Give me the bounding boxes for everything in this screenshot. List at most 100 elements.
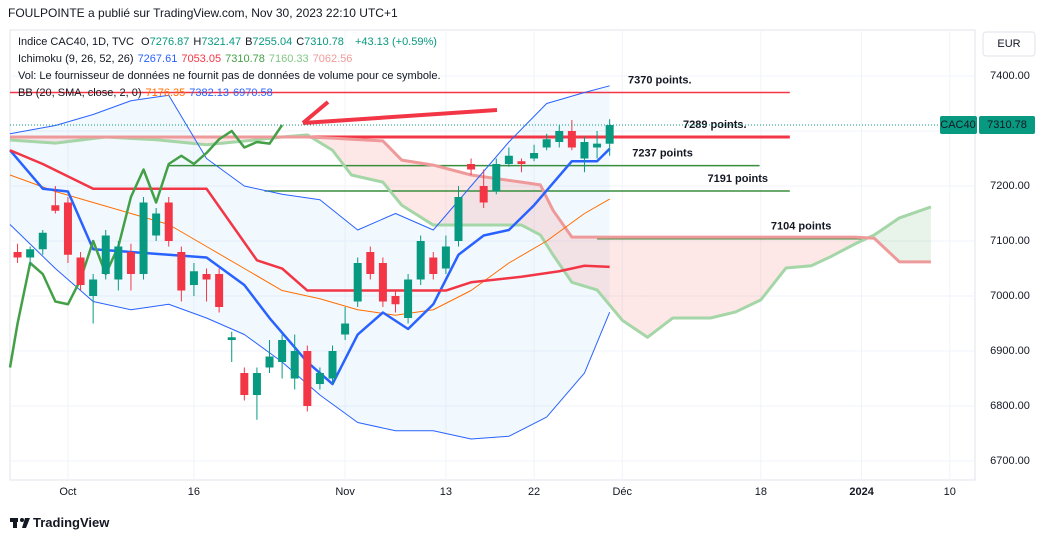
candle-body	[353, 263, 362, 302]
x-tick-label: 18	[755, 486, 767, 498]
candle-body	[51, 205, 60, 211]
candle-body	[416, 241, 425, 280]
cloud-fill	[597, 237, 623, 321]
grid	[10, 30, 975, 480]
candle-body	[89, 279, 98, 297]
ohlc-value: 7310.78	[304, 36, 344, 48]
legend-main: Indice CAC40, 1D, TVC O7276.87 H7321.47 B7…	[18, 36, 441, 48]
tv-logo	[10, 518, 30, 528]
cloud-fill	[710, 237, 736, 319]
cloud-fill	[552, 210, 572, 283]
indicator-line	[9, 149, 610, 292]
symbol-tag-box	[940, 116, 977, 135]
currency-box[interactable]	[982, 31, 1036, 57]
bb-basis	[9, 174, 610, 316]
publisher: FOULPOINTE a publié sur TradingView.com,…	[8, 6, 398, 20]
indicator-name: Ichimoku (9, 26, 52, 26)	[18, 53, 134, 65]
currency[interactable]: EUR	[997, 38, 1020, 50]
candle-body	[391, 296, 400, 305]
candle-body	[126, 252, 135, 275]
bb-lower	[9, 224, 611, 440]
brand: TradingView	[33, 515, 110, 530]
candle-body	[366, 252, 375, 275]
candle-body	[467, 163, 476, 170]
candle-body	[429, 257, 438, 275]
candle-body	[152, 213, 161, 236]
candle-body	[252, 373, 261, 396]
ohlc-value: 7255.04	[252, 36, 293, 48]
cloud-fill	[622, 237, 648, 338]
candle-body	[76, 257, 85, 286]
candle-body	[227, 337, 236, 341]
candle-body	[567, 130, 576, 148]
symbol-tag: CAC40	[940, 119, 975, 131]
candle-body	[290, 351, 299, 379]
cloud-fill	[571, 237, 598, 290]
indicator-value: 6970.58	[233, 87, 273, 99]
ohlc-label: B	[245, 36, 253, 48]
indicator-value: 7267.61	[137, 53, 178, 65]
indicator-line	[8, 124, 284, 368]
candle-body	[278, 340, 287, 363]
ohlc-label: O	[141, 36, 150, 48]
cloud-fill	[760, 237, 787, 300]
logo-part	[20, 518, 24, 522]
candle-body	[454, 196, 463, 242]
y-tick-label: 7000.00	[990, 290, 1030, 302]
arrow-head	[301, 100, 330, 125]
logo-part	[13, 518, 17, 528]
candle-body	[177, 252, 186, 291]
x-tick-label: Déc	[612, 486, 632, 498]
level-label: 7370 points.	[628, 74, 692, 86]
candle-body	[164, 202, 173, 242]
legend-ichimoku: Ichimoku (9, 26, 52, 26) 7267.61 7053.05 73…	[18, 53, 356, 65]
cloud-fill	[351, 139, 383, 183]
candle-body	[492, 163, 501, 192]
candle-body	[101, 235, 110, 275]
candle-body	[26, 249, 35, 258]
indicator-value: 7053.05	[181, 53, 222, 65]
change: +43.13 (+0.59%)	[354, 36, 437, 48]
arrow-annotation	[301, 100, 498, 125]
x-tick-label: 22	[528, 486, 540, 498]
x-tick-label: Nov	[335, 486, 355, 498]
candle-body	[13, 252, 22, 258]
cloud-fill	[647, 237, 673, 338]
bb-upper	[9, 85, 610, 231]
candle-body	[202, 274, 211, 280]
level-label: 7104 points	[771, 221, 832, 233]
x-tick-label: 2024	[849, 486, 874, 498]
candle-body	[315, 373, 324, 385]
candle-body	[265, 356, 274, 368]
indicator-value: 7062.56	[312, 53, 353, 65]
cloud-fill	[899, 206, 931, 262]
candle-body	[189, 271, 198, 286]
y-tick-label: 7200.00	[990, 180, 1030, 192]
x-tick-label: 16	[188, 486, 200, 498]
candle-body	[378, 263, 387, 302]
ohlc-label: H	[193, 36, 202, 48]
ohlc-label: C	[296, 36, 305, 48]
candle-body	[504, 155, 513, 164]
candle-body	[63, 202, 72, 255]
cloud-fill	[735, 237, 761, 312]
candle-body	[38, 232, 47, 250]
candle-body	[303, 351, 312, 407]
indicator-value: 7382.13	[189, 87, 230, 99]
candle-body	[215, 274, 224, 308]
candle-body	[517, 161, 526, 164]
y-tick-label: 7100.00	[990, 235, 1030, 247]
x-tick-label: Oct	[59, 486, 76, 498]
candle-body	[341, 323, 350, 335]
indicator-name: BB (20, SMA, close, 2, 0)	[18, 87, 142, 99]
bb-fill	[10, 85, 610, 440]
levels: 7370 points. 7289 points. 7237 points 7191 …	[10, 74, 865, 240]
level-label: 7191 points	[708, 173, 769, 185]
senkou-a	[9, 133, 932, 339]
indicator-value: 7176.35	[145, 87, 186, 99]
arrow-shaft	[302, 108, 498, 125]
senkou-b	[10, 135, 931, 264]
price-tag: 7310.78	[987, 119, 1027, 131]
